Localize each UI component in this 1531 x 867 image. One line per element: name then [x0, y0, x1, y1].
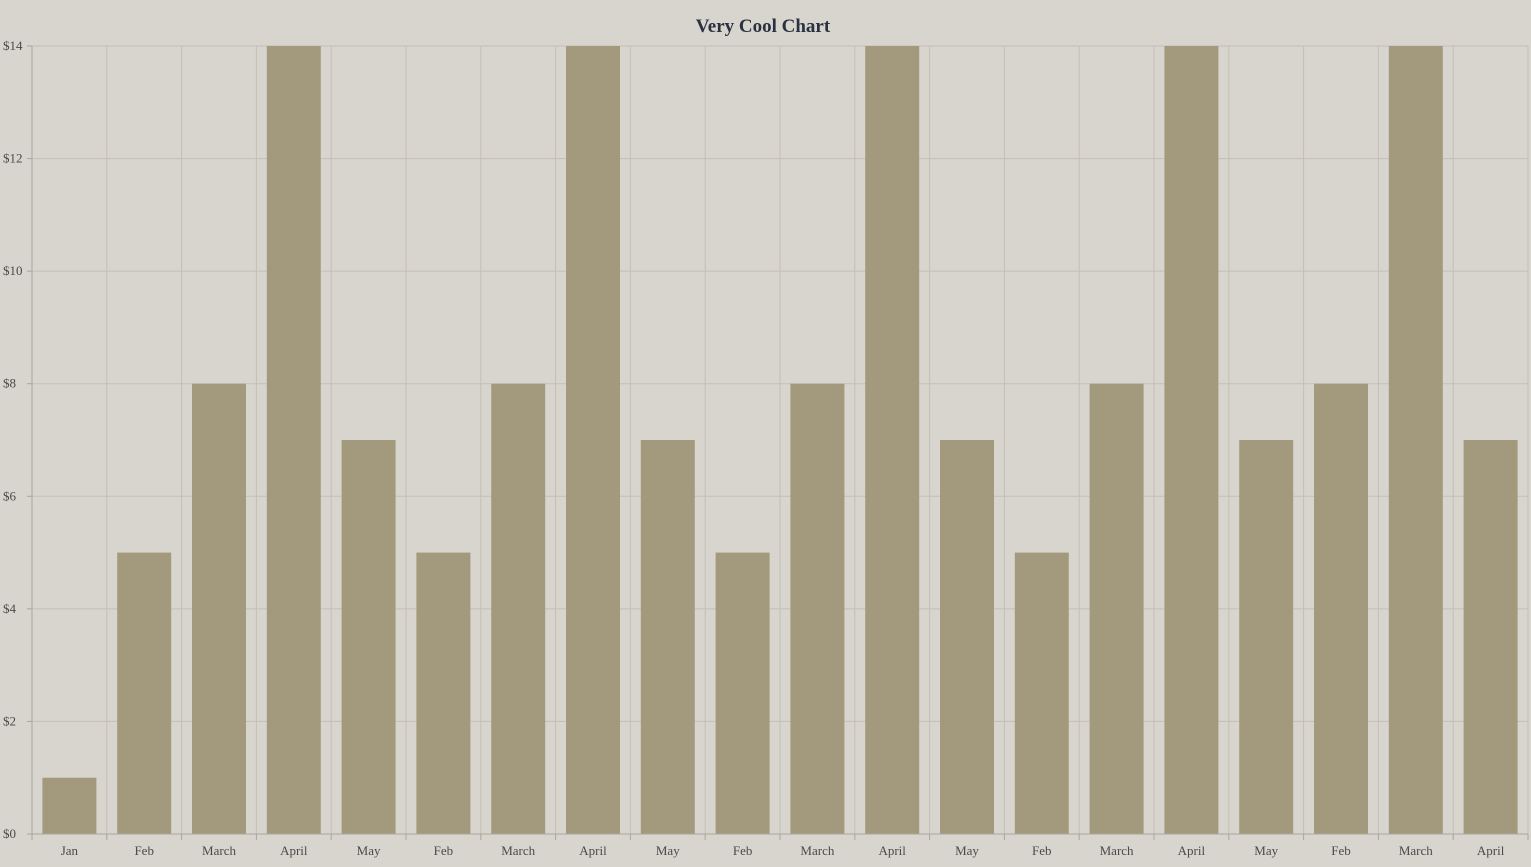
grid-lines — [31, 45, 1529, 835]
x-tick-label: April — [280, 843, 308, 858]
y-tick-label: $10 — [3, 263, 23, 278]
bars — [42, 46, 1518, 834]
bar[interactable] — [192, 383, 246, 834]
x-tick-label: May — [1254, 843, 1278, 858]
bar[interactable] — [940, 440, 994, 834]
y-tick-label: $2 — [3, 713, 16, 728]
bar[interactable] — [566, 46, 620, 834]
bar[interactable] — [715, 552, 770, 834]
bar[interactable] — [491, 383, 546, 834]
x-tick-label: March — [800, 843, 834, 858]
bar[interactable] — [1014, 552, 1069, 834]
x-tick-label: April — [1178, 843, 1206, 858]
bar[interactable] — [117, 552, 172, 834]
x-tick-label: Feb — [434, 843, 454, 858]
axes — [27, 45, 1529, 840]
x-tick-labels: Jan Feb March April May Feb March April May Feb Ma… — [61, 843, 1505, 858]
y-tick-label: $14 — [3, 38, 23, 53]
y-tick-label: $0 — [3, 826, 16, 841]
y-tick-label: $8 — [3, 376, 16, 391]
x-tick-label: April — [878, 843, 906, 858]
y-tick-label: $4 — [3, 601, 17, 616]
x-tick-label: Feb — [733, 843, 753, 858]
bar[interactable] — [1388, 46, 1443, 834]
bar[interactable] — [1164, 46, 1219, 834]
bar[interactable] — [640, 440, 695, 834]
x-tick-label: May — [656, 843, 680, 858]
bar[interactable] — [416, 552, 471, 834]
bar[interactable] — [341, 440, 396, 834]
x-tick-label: Jan — [61, 843, 79, 858]
bar[interactable] — [42, 777, 97, 834]
x-tick-label: May — [357, 843, 381, 858]
x-tick-label: Feb — [1032, 843, 1052, 858]
bar[interactable] — [1463, 440, 1518, 834]
bar[interactable] — [1239, 440, 1294, 834]
bar[interactable] — [1089, 383, 1144, 834]
y-tick-label: $6 — [3, 488, 17, 503]
bar[interactable] — [865, 46, 920, 834]
x-tick-label: Feb — [134, 843, 154, 858]
x-tick-label: Feb — [1331, 843, 1351, 858]
bar[interactable] — [266, 46, 321, 834]
x-tick-label: March — [202, 843, 236, 858]
x-tick-label: May — [955, 843, 979, 858]
x-tick-label: April — [1477, 843, 1505, 858]
y-tick-label: $12 — [3, 151, 23, 166]
x-tick-label: April — [579, 843, 607, 858]
chart-title: Very Cool Chart — [696, 16, 831, 37]
x-tick-label: March — [1100, 843, 1134, 858]
x-tick-label: March — [501, 843, 535, 858]
x-tick-label: March — [1399, 843, 1433, 858]
bar[interactable] — [790, 383, 845, 834]
y-tick-labels: $0 $2 $4 $6 $8 $10 $12 $14 — [3, 38, 23, 841]
bar[interactable] — [1314, 383, 1368, 834]
